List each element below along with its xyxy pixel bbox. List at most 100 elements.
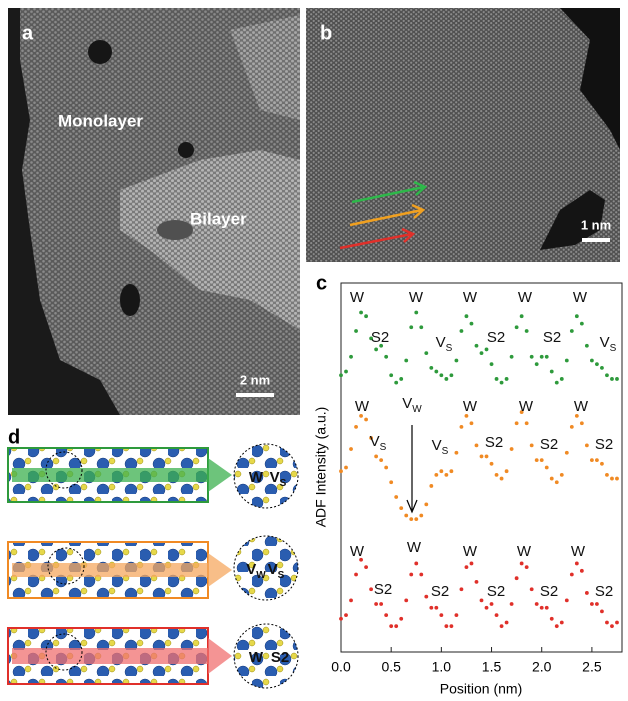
data-point <box>605 620 609 625</box>
peak-label: S2 <box>540 436 558 453</box>
label-text: S2 <box>540 436 558 453</box>
data-point <box>374 454 379 459</box>
peak-label: S2 <box>371 329 389 346</box>
peak-label: W <box>350 543 365 560</box>
label-text: V <box>432 437 442 454</box>
data-point <box>384 613 389 617</box>
data-point <box>429 484 434 488</box>
data-point <box>539 354 544 359</box>
data-point <box>339 469 343 474</box>
peak-label: S2 <box>487 329 505 346</box>
label-text: W <box>407 539 422 556</box>
data-point <box>494 377 499 381</box>
data-point <box>424 594 429 599</box>
label-text: W <box>249 649 264 666</box>
peak-label: S2 <box>595 583 613 600</box>
data-point <box>554 624 559 629</box>
data-point <box>374 602 379 606</box>
data-point <box>534 602 539 606</box>
data-point <box>584 443 589 448</box>
data-point <box>579 568 584 573</box>
peak-label: VW <box>402 395 422 415</box>
peak-label: W <box>519 398 534 415</box>
region-label: Monolayer <box>58 111 143 130</box>
data-point <box>439 469 444 474</box>
peak-label: W <box>463 543 478 560</box>
data-point <box>514 325 519 330</box>
data-point <box>514 576 519 581</box>
micrograph-a: a Monolayer Bilayer 2 nm <box>8 8 300 415</box>
hole <box>540 190 605 250</box>
data-point <box>444 377 449 381</box>
data-point <box>404 598 409 603</box>
panel-label: d <box>8 426 20 448</box>
data-point <box>359 413 363 418</box>
bilayer-region <box>120 150 300 330</box>
label-text: V <box>268 561 278 578</box>
data-point <box>349 598 353 603</box>
schematic-row <box>7 623 299 689</box>
scale-label: 1 nm <box>581 217 611 232</box>
label-text: W <box>463 398 478 415</box>
peak-label: W <box>517 543 532 560</box>
label-text: V <box>436 334 446 351</box>
data-point <box>569 572 574 577</box>
label-text: S2 <box>595 436 613 453</box>
x-tick-label: 0.5 <box>381 659 401 675</box>
data-point <box>474 343 479 348</box>
data-point <box>509 602 514 606</box>
peak-label: S2 <box>543 329 561 346</box>
data-point <box>354 329 358 333</box>
data-point <box>364 417 368 422</box>
x-tick-label: 2.0 <box>532 659 552 675</box>
data-point <box>434 472 439 477</box>
label-text: W <box>463 543 478 560</box>
data-point <box>409 572 414 577</box>
highlight <box>45 633 83 671</box>
x-tick-label: 0.0 <box>331 659 351 675</box>
label-text: S2 <box>431 583 449 600</box>
data-point <box>399 616 404 621</box>
data-point <box>479 598 484 603</box>
data-point <box>519 410 524 415</box>
data-point <box>454 613 459 617</box>
data-point <box>589 602 594 606</box>
data-point <box>359 310 363 315</box>
data-point <box>600 461 604 466</box>
data-point <box>514 421 519 426</box>
data-point <box>434 605 439 610</box>
data-point <box>509 354 514 359</box>
data-point <box>610 476 614 481</box>
data-point <box>589 458 594 463</box>
data-point <box>474 579 479 584</box>
data-point <box>524 421 529 426</box>
data-point <box>539 458 544 463</box>
data-point <box>459 587 464 592</box>
data-point <box>359 557 363 562</box>
label-subscript: S <box>446 343 453 354</box>
label-subscript: S <box>280 478 287 489</box>
data-point <box>499 380 504 385</box>
data-point <box>489 461 494 466</box>
data-point <box>615 377 619 381</box>
data-point <box>464 314 469 319</box>
data-point <box>419 572 424 577</box>
inset-label: VS <box>268 561 285 581</box>
label-text: W <box>571 543 586 560</box>
inset-label: S2 <box>271 649 289 666</box>
scale-bar <box>582 238 610 242</box>
panel-label: b <box>320 22 332 44</box>
data-point <box>600 365 604 370</box>
label-text: W <box>573 289 588 306</box>
data-point <box>595 362 599 367</box>
peak-label: W <box>355 398 370 415</box>
data-point <box>449 624 454 629</box>
highlight <box>45 451 83 489</box>
data-point <box>504 620 509 625</box>
data-point <box>509 447 514 451</box>
inset-label: W <box>249 649 264 666</box>
data-point <box>584 343 589 348</box>
label-text: S2 <box>487 583 505 600</box>
